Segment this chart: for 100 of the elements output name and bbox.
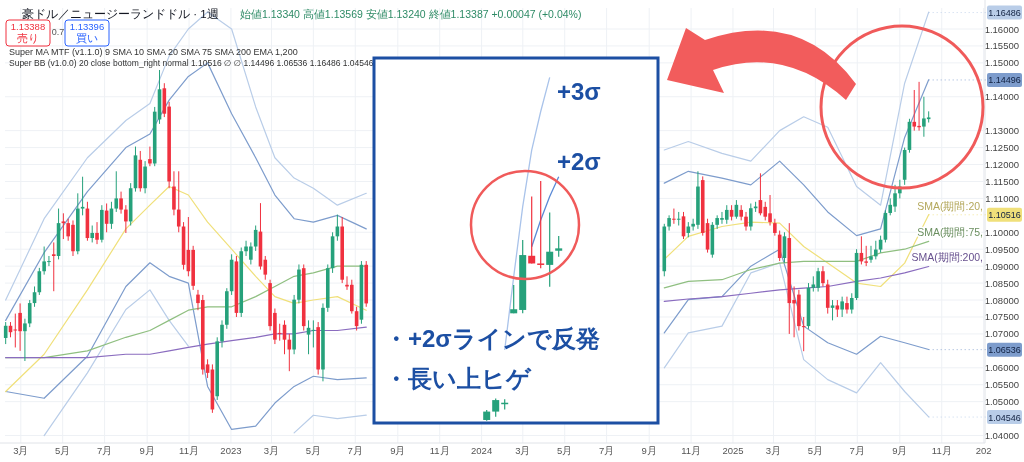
- candlestick: [821, 265, 825, 287]
- annotation: Super MA MTF (v1.1.0) 9 SMA 10 SMA 20 SMA 75 SMA 200 EMA 1,200: [9, 47, 298, 57]
- series-label: +3σ: [557, 78, 601, 105]
- x-tick-label: 3月: [263, 445, 280, 456]
- annotation: 1.06536: [988, 345, 1021, 356]
- x-tick-label: 9月: [139, 445, 155, 456]
- candlestick: [864, 245, 868, 267]
- y-tick-label: 1.15500: [984, 40, 1019, 52]
- x-tick-label: 2023: [220, 445, 242, 456]
- annotation: 始値1.13340 高値1.13569 安値1.13240 終値1.13387 +0.00047 (+0.04%): [240, 8, 582, 20]
- x-tick-label: 7月: [96, 445, 113, 456]
- candlestick: [922, 96, 926, 138]
- annotation: ・長い上ヒゲ: [384, 365, 532, 392]
- x-tick-label: 3月: [13, 445, 29, 456]
- x-tick-label: 2024: [471, 445, 493, 456]
- annotation: 買い: [76, 32, 98, 44]
- candlestick: [51, 241, 56, 292]
- x-tick-label: 9月: [641, 445, 657, 456]
- y-tick-label: 1.05500: [984, 379, 1019, 391]
- series-label: SMA(期間:20,: [917, 199, 983, 212]
- x-tick-label: 11月: [429, 445, 450, 456]
- x-tick-label: 7月: [849, 445, 865, 456]
- y-tick-label: 1.14000: [984, 91, 1019, 103]
- candlestick: [220, 319, 224, 348]
- candlestick: [176, 170, 181, 233]
- x-tick-label: 5月: [305, 445, 321, 456]
- x-tick-label: 11月: [931, 445, 952, 456]
- candlestick: [148, 146, 152, 167]
- y-tick-label: 1.11000: [985, 192, 1019, 204]
- candlestick: [492, 397, 500, 418]
- annotation: ・+2σラインで反発: [384, 325, 600, 352]
- series-label: +2σ: [557, 148, 601, 175]
- candlestick: [763, 201, 768, 221]
- y-tick-label: 1.08000: [984, 294, 1019, 306]
- y-tick-label: 1.09500: [984, 243, 1019, 255]
- candlestick: [114, 170, 119, 213]
- candlestick: [546, 211, 554, 288]
- chart-title: 豪ドル／ニュージーランドドル · 1週: [22, 8, 219, 21]
- y-tick-label: 1.07500: [984, 311, 1019, 323]
- candlestick: [744, 211, 748, 232]
- candlestick: [816, 267, 820, 293]
- candlestick: [830, 299, 835, 321]
- x-tick-label: 9月: [390, 445, 406, 456]
- x-tick-label: 5月: [807, 445, 824, 456]
- candlestick: [23, 318, 27, 362]
- candlestick: [749, 202, 753, 232]
- candlestick: [95, 221, 99, 245]
- y-tick-label: 1.12000: [984, 159, 1019, 171]
- y-tick-label: 1.05000: [984, 396, 1019, 408]
- y-tick-label: 1.04000: [984, 430, 1019, 442]
- candlestick: [672, 208, 676, 225]
- annotation: 1.10516: [988, 210, 1021, 221]
- y-tick-label: 1.15000: [984, 57, 1019, 69]
- annotation: 1.13396: [69, 21, 105, 32]
- x-tick-label: 3月: [515, 445, 531, 456]
- annotation: Super BB (v1.0.0) 20 close bottom_right normal 1.10516 ∅ ∅ 1.14496 1.06536 1.16486 1.04546: [9, 58, 374, 68]
- x-tick-label: 2025: [722, 445, 744, 456]
- x-tick-label: 202: [975, 445, 992, 456]
- candlestick: [510, 284, 518, 314]
- x-tick-label: 11月: [681, 445, 702, 456]
- x-tick-label: 7月: [598, 445, 615, 456]
- candlestick: [528, 195, 536, 265]
- candlestick: [143, 160, 147, 194]
- candlestick: [825, 279, 830, 315]
- candlestick: [119, 191, 123, 215]
- y-tick-label: 1.09000: [984, 260, 1019, 272]
- candlestick: [849, 292, 854, 315]
- y-tick-label: 1.13000: [984, 125, 1019, 137]
- y-tick-label: 1.12500: [984, 142, 1019, 154]
- candlestick: [845, 296, 849, 315]
- x-tick-label: 5月: [55, 445, 71, 456]
- candlestick: [874, 240, 878, 260]
- candlestick: [912, 89, 917, 132]
- candlestick: [926, 110, 931, 124]
- candlestick: [840, 296, 844, 318]
- annotation: 0.7: [51, 27, 65, 37]
- x-tick-label: 5月: [557, 445, 573, 456]
- series-label: SMA(期間:200,: [911, 251, 983, 264]
- candlestick: [724, 204, 729, 225]
- candlestick: [869, 245, 873, 264]
- annotation: 1.14496: [988, 75, 1021, 86]
- candlestick: [124, 204, 128, 234]
- candlestick: [80, 176, 85, 216]
- annotation: 1.13388: [10, 21, 46, 32]
- x-tick-label: 11月: [179, 445, 199, 456]
- candlestick: [537, 180, 545, 269]
- candlestick: [61, 212, 66, 240]
- x-tick-label: 3月: [765, 445, 782, 456]
- y-tick-label: 1.07000: [984, 328, 1019, 340]
- y-tick-label: 1.16000: [984, 23, 1019, 35]
- y-tick-label: 1.10000: [984, 226, 1019, 238]
- x-tick-label: 7月: [347, 445, 363, 456]
- candlestick: [667, 214, 671, 232]
- y-tick-label: 1.11500: [985, 175, 1019, 187]
- candlestick: [27, 299, 32, 328]
- x-tick-label: 9月: [892, 445, 908, 456]
- candlestick: [18, 302, 22, 352]
- annotation: 1.16486: [988, 8, 1021, 19]
- annotation: 1.04546: [988, 412, 1021, 423]
- candlestick: [676, 211, 681, 226]
